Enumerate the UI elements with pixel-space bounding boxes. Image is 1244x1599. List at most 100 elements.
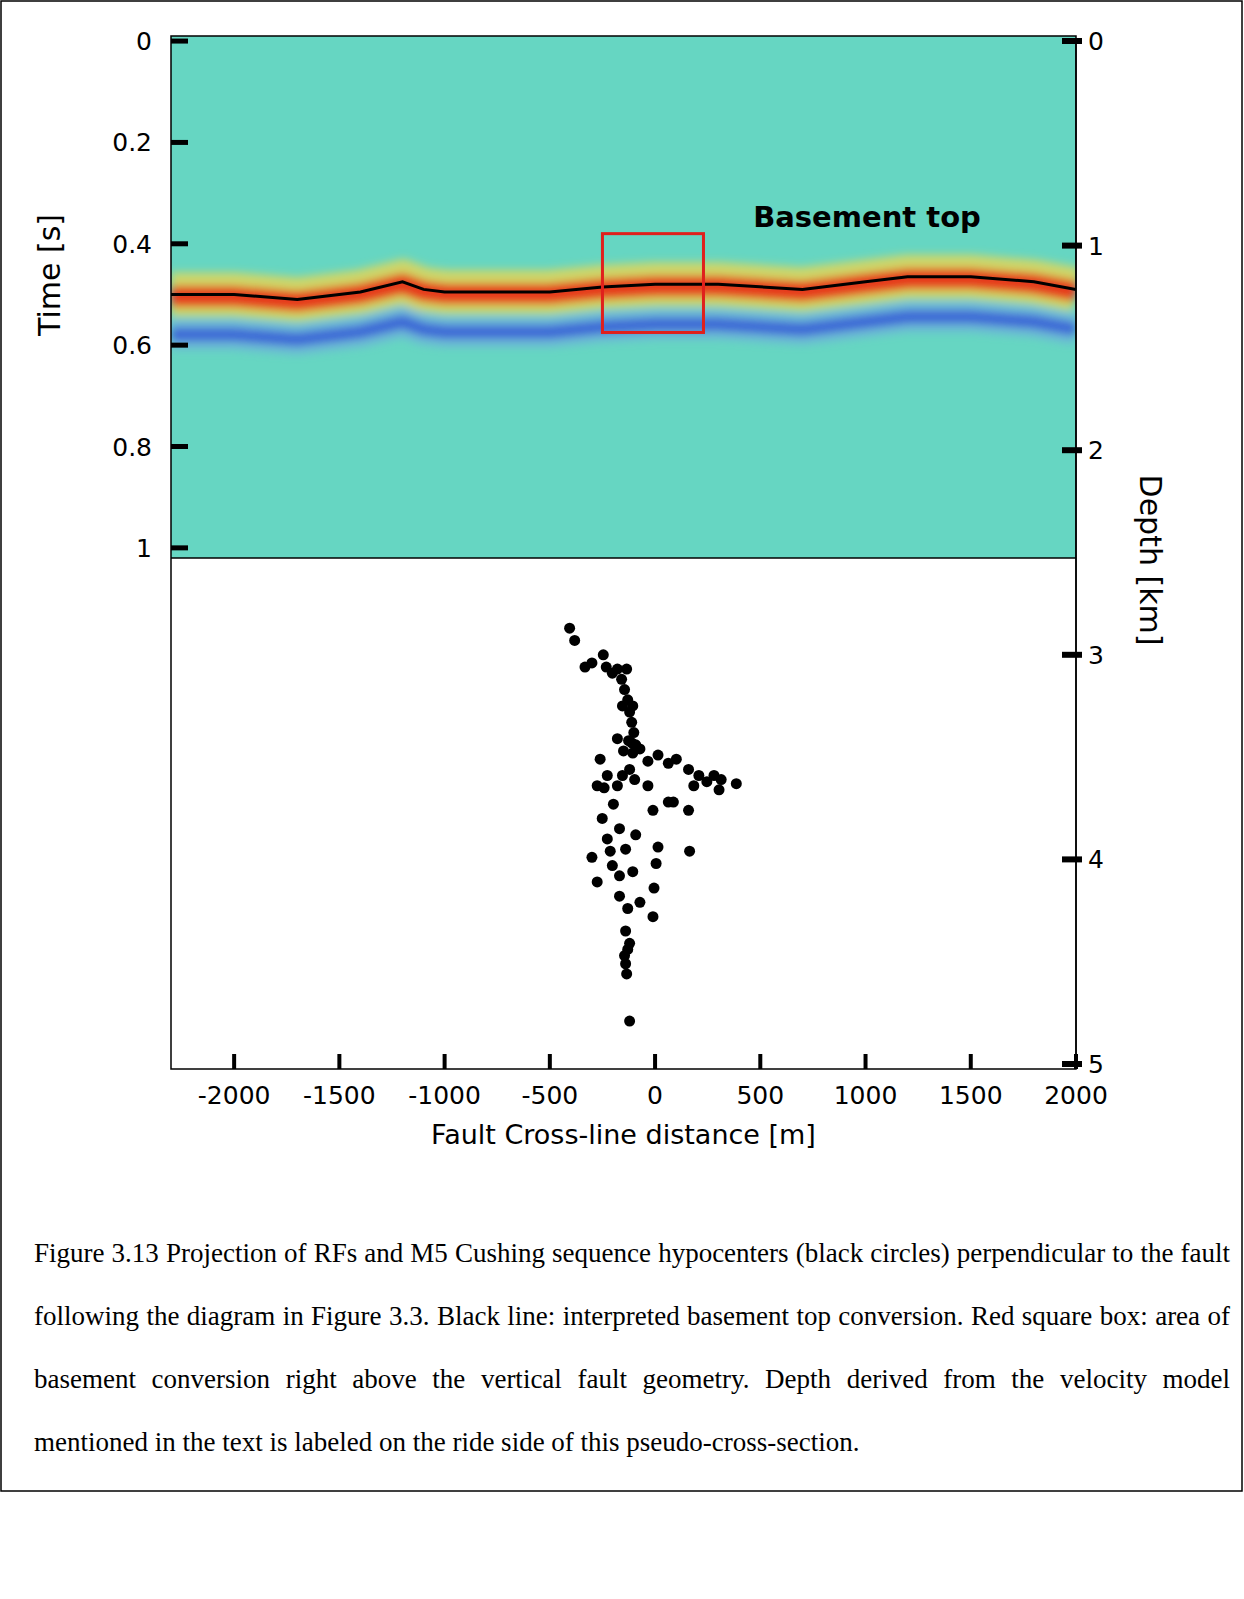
hypocenter <box>622 903 633 914</box>
hypocenter <box>621 968 632 979</box>
hypocenter <box>586 657 597 668</box>
x-tick-label: 0 <box>647 1081 663 1110</box>
depth-tick-label: 4 <box>1088 845 1104 874</box>
hypocenter <box>564 623 575 634</box>
hypocenter <box>642 780 653 791</box>
hypocenter <box>608 799 619 810</box>
hypocenter <box>653 750 664 761</box>
x-tick-label: 500 <box>736 1081 784 1110</box>
depth-tick-label: 2 <box>1088 436 1104 465</box>
depth-tick <box>1062 243 1082 249</box>
hypocenter <box>688 780 699 791</box>
x-tick-label: -500 <box>521 1081 578 1110</box>
hypocenter <box>612 780 623 791</box>
x-tick <box>232 1054 236 1069</box>
hypocenter <box>683 805 694 816</box>
x-tick-label: -1000 <box>408 1081 481 1110</box>
hypocenter <box>627 700 638 711</box>
y-tick-label: 0 <box>136 27 152 56</box>
hypocenter <box>592 780 603 791</box>
hypocenter <box>651 858 662 869</box>
highlight-box <box>602 234 703 333</box>
hypocenter <box>598 649 609 660</box>
line-label: Basement top <box>753 200 981 234</box>
hypocenter <box>663 797 674 808</box>
x-tick-label: -1500 <box>303 1081 376 1110</box>
hypocenter <box>671 754 682 765</box>
hypocenter <box>653 842 664 853</box>
x-tick <box>758 1054 762 1069</box>
x-tick <box>337 1054 341 1069</box>
hypocenter <box>612 733 623 744</box>
y-tick <box>171 39 188 44</box>
hypocenter <box>621 664 632 675</box>
hypocenter <box>620 844 631 855</box>
figure-border <box>1 1 1242 1491</box>
depth-tick-label: 3 <box>1088 641 1104 670</box>
panel-divider <box>171 557 1076 559</box>
hypocenter <box>684 846 695 857</box>
hypocenter <box>602 833 613 844</box>
hypocenter <box>618 745 629 756</box>
hypocenter <box>607 860 618 871</box>
hypocenter <box>614 823 625 834</box>
hypocenter <box>647 805 658 816</box>
hypocenter <box>569 635 580 646</box>
y-tick <box>171 444 188 449</box>
y-tick <box>171 241 188 246</box>
hypocenter <box>617 700 628 711</box>
hypocenter <box>620 926 631 937</box>
hypocenter <box>614 891 625 902</box>
hypocenter <box>617 770 628 781</box>
depth-axis-line <box>1075 41 1077 1064</box>
depth-tick-label: 1 <box>1088 232 1104 261</box>
hypocenter <box>683 764 694 775</box>
y-tick <box>171 343 188 348</box>
hypocenter <box>634 897 645 908</box>
hypocenter <box>630 829 641 840</box>
depth-tick <box>1062 652 1082 658</box>
hypocenter <box>605 846 616 857</box>
x-tick-label: 1000 <box>834 1081 898 1110</box>
y-tick-label: 0.8 <box>112 433 152 462</box>
reflection-lightblue <box>171 317 1076 340</box>
hypocenter <box>602 770 613 781</box>
figure: Basement top00.20.40.60.81Time [s]012345… <box>0 0 1244 1599</box>
x-tick <box>1074 1054 1078 1069</box>
depth-tick <box>1062 856 1082 862</box>
x-tick <box>443 1054 447 1069</box>
hypocenter <box>647 911 658 922</box>
hypocenter <box>716 774 727 785</box>
y-axis-title: Time [s] <box>32 214 67 337</box>
hypocenter <box>731 778 742 789</box>
y-tick <box>171 545 188 550</box>
reflection-bands <box>171 277 1076 340</box>
hypocenter <box>592 876 603 887</box>
hypocenter <box>626 737 637 748</box>
figure-canvas: Basement top00.20.40.60.81Time [s]012345… <box>0 0 1244 1500</box>
x-tick <box>653 1054 657 1069</box>
depth-tick <box>1062 1061 1082 1067</box>
y-tick-label: 0.6 <box>112 331 152 360</box>
y-tick-label: 0.2 <box>112 128 152 157</box>
depth-tick <box>1062 38 1082 44</box>
hypocenter <box>586 852 597 863</box>
x-tick <box>864 1054 868 1069</box>
hypocenter <box>619 950 630 961</box>
hypocenter <box>619 684 630 695</box>
hypocenter <box>629 774 640 785</box>
hypocenter <box>624 938 635 949</box>
basement-line <box>171 277 1076 300</box>
hypocenter <box>595 754 606 765</box>
top-plot <box>171 234 1076 340</box>
x-tick-label: 1500 <box>939 1081 1003 1110</box>
x-axis-title: Fault Cross-line distance [m] <box>431 1119 816 1150</box>
hypocenter <box>597 813 608 824</box>
y-tick-label: 1 <box>136 534 152 563</box>
hypocenter <box>626 717 637 728</box>
hypocenter <box>616 674 627 685</box>
depth-tick <box>1062 447 1082 453</box>
hypocenter <box>614 870 625 881</box>
hypocenters <box>564 623 742 1027</box>
hypocenter <box>627 866 638 877</box>
